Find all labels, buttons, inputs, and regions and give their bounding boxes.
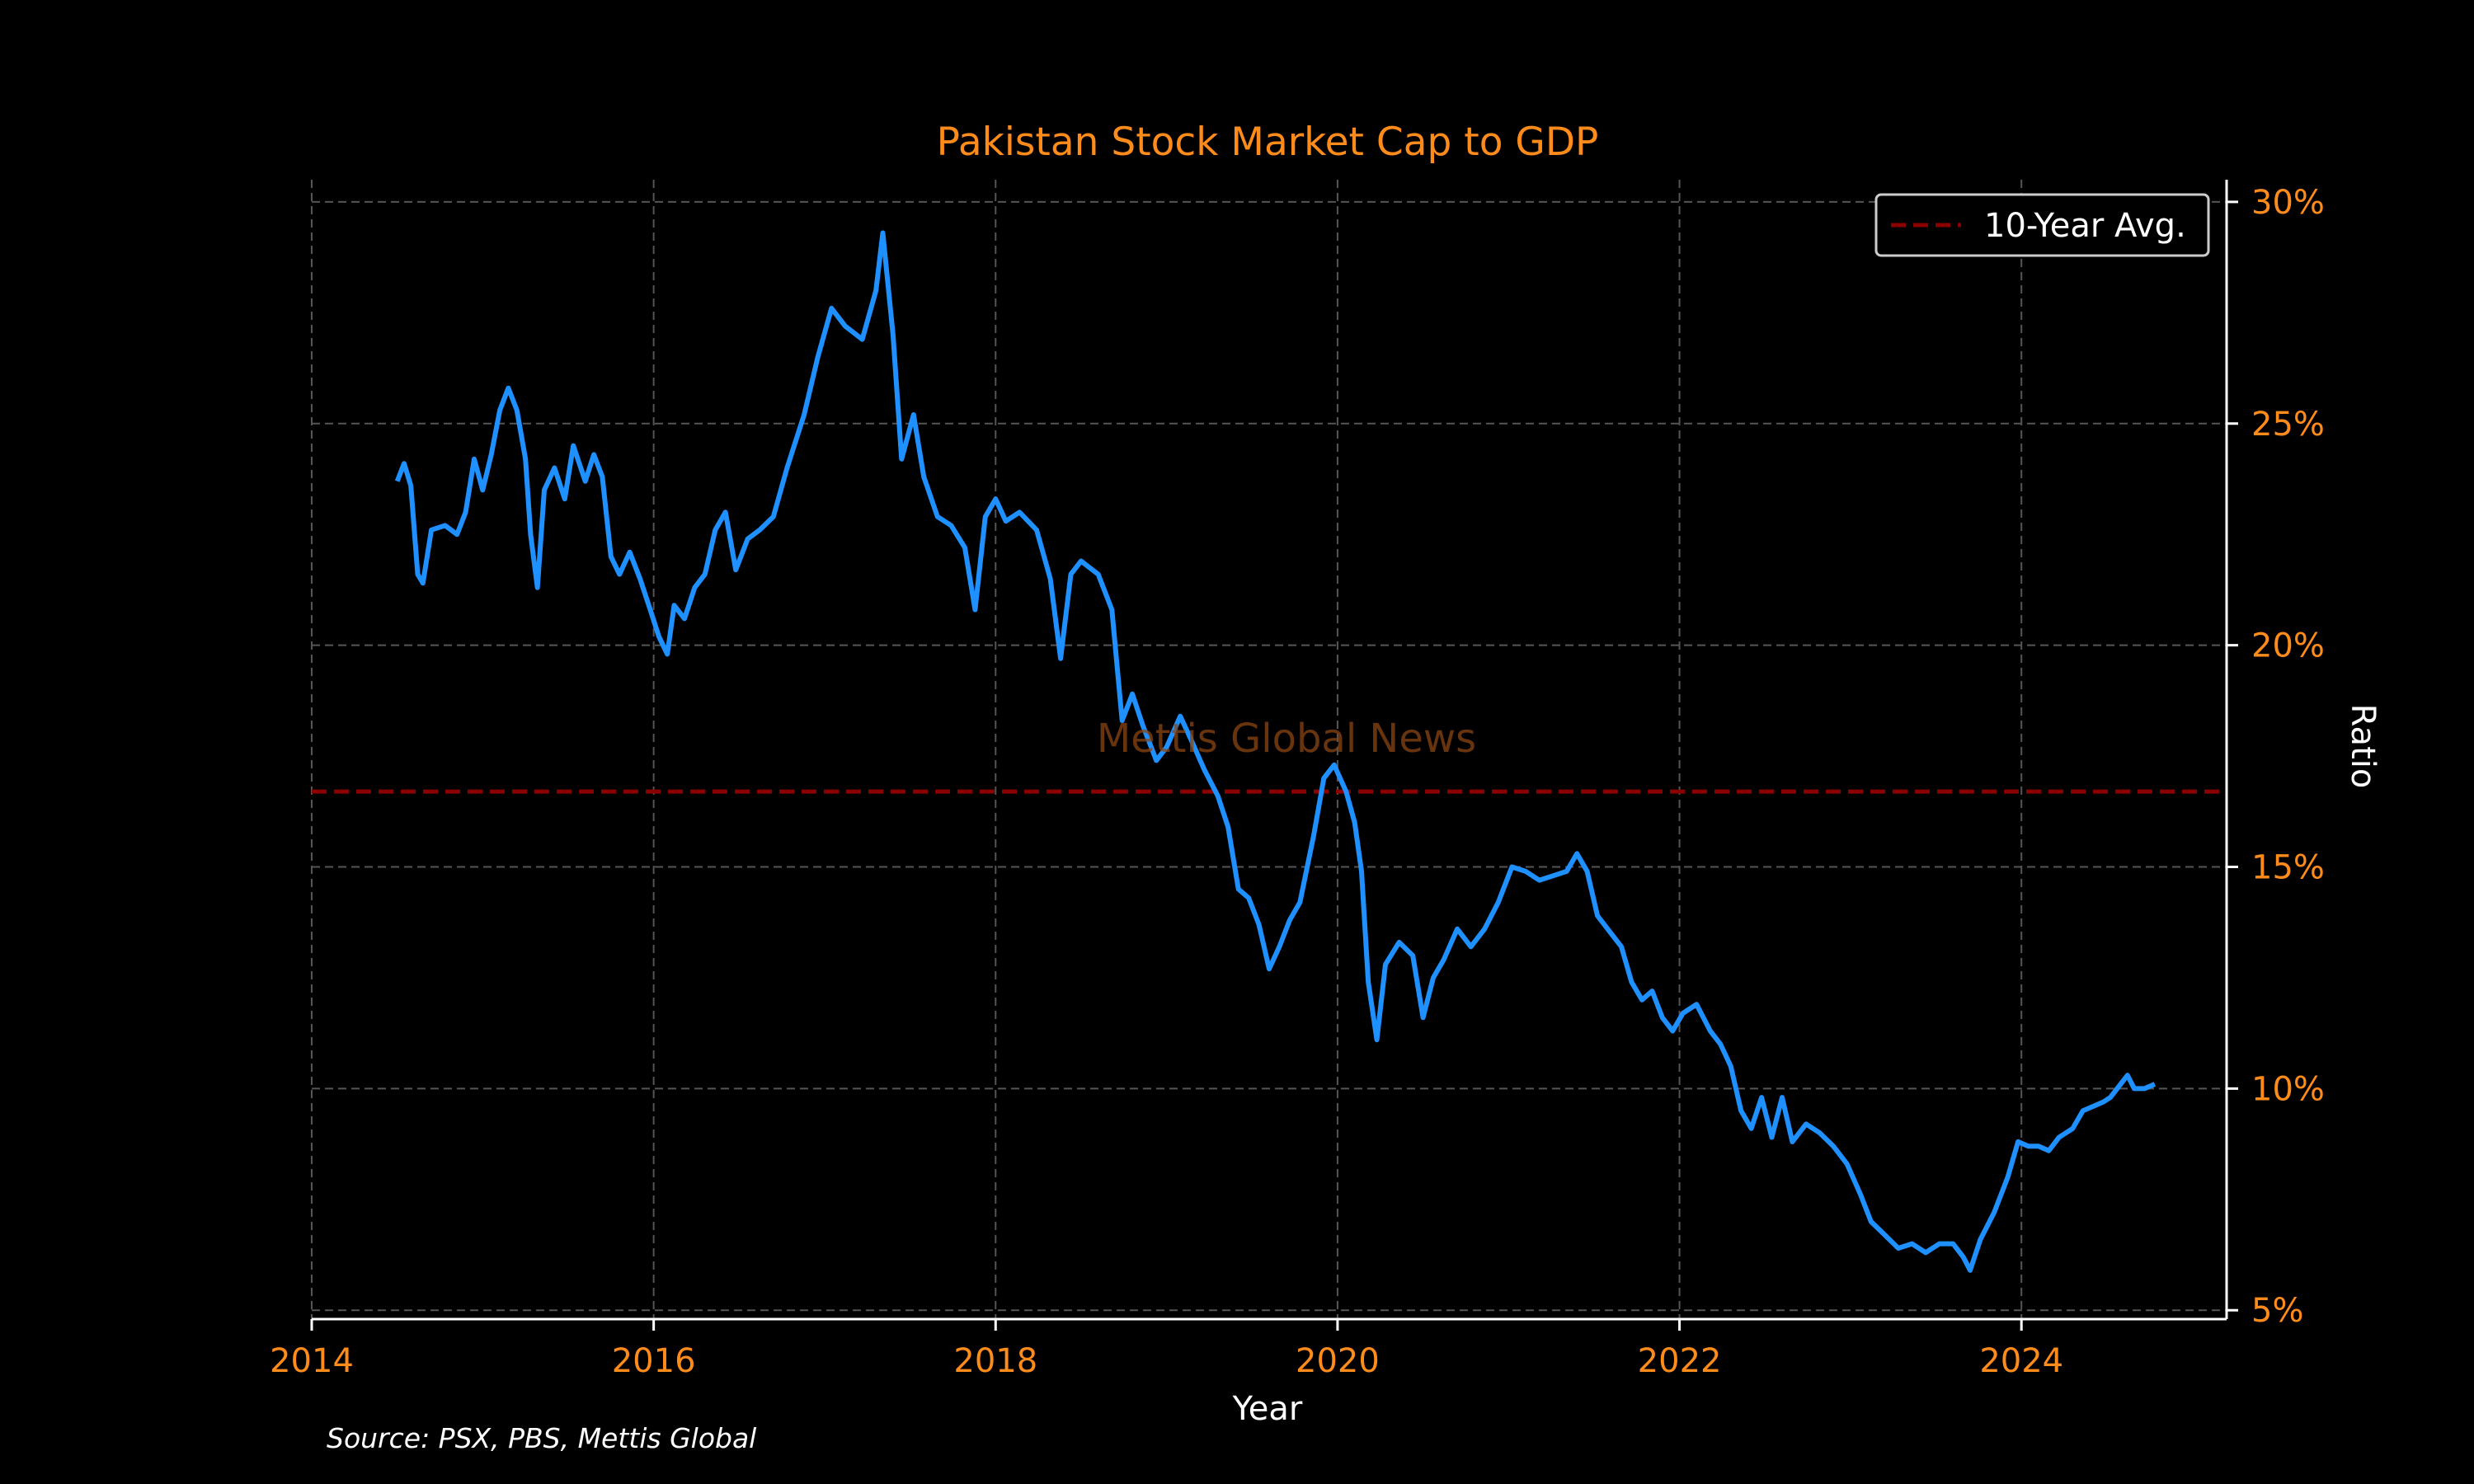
grid bbox=[311, 180, 2227, 1319]
y-tick-label-30: 30% bbox=[2251, 184, 2325, 222]
y-tick-label-25: 25% bbox=[2251, 406, 2325, 444]
x-axis-label: Year bbox=[1232, 1390, 1303, 1428]
x-tick-label-2020: 2020 bbox=[1296, 1342, 1380, 1380]
y-tick-label-5: 5% bbox=[2251, 1292, 2303, 1330]
y-axis-ticks: 5% 10% 15% 20% 25% 30% bbox=[2227, 184, 2325, 1330]
y-axis-label: Ratio bbox=[2344, 704, 2382, 789]
watermark: Mettis Global News bbox=[1097, 716, 1476, 762]
chart-title: Pakistan Stock Market Cap to GDP bbox=[937, 120, 1599, 165]
y-tick-label-10: 10% bbox=[2251, 1070, 2325, 1108]
x-tick-label-2016: 2016 bbox=[612, 1342, 696, 1380]
legend-box bbox=[1874, 193, 2210, 257]
x-tick-label-2024: 2024 bbox=[1979, 1342, 2063, 1380]
legend: 10-Year Avg. bbox=[1874, 193, 2210, 257]
axes bbox=[312, 180, 2228, 1321]
legend-label-ten-year-average: 10-Year Avg. bbox=[1984, 207, 2186, 245]
x-tick-label-2014: 2014 bbox=[270, 1342, 354, 1380]
y-tick-label-15: 15% bbox=[2251, 849, 2325, 887]
source-note: Source: PSX, PBS, Mettis Global bbox=[327, 1422, 756, 1454]
x-tick-label-2022: 2022 bbox=[1638, 1342, 1722, 1380]
x-axis-ticks: 2014 2016 2018 2020 2022 2024 bbox=[270, 1319, 2063, 1380]
x-tick-label-2018: 2018 bbox=[953, 1342, 1037, 1380]
y-tick-label-20: 20% bbox=[2251, 627, 2325, 665]
market-cap-to-gdp-series-line bbox=[394, 230, 2157, 1273]
